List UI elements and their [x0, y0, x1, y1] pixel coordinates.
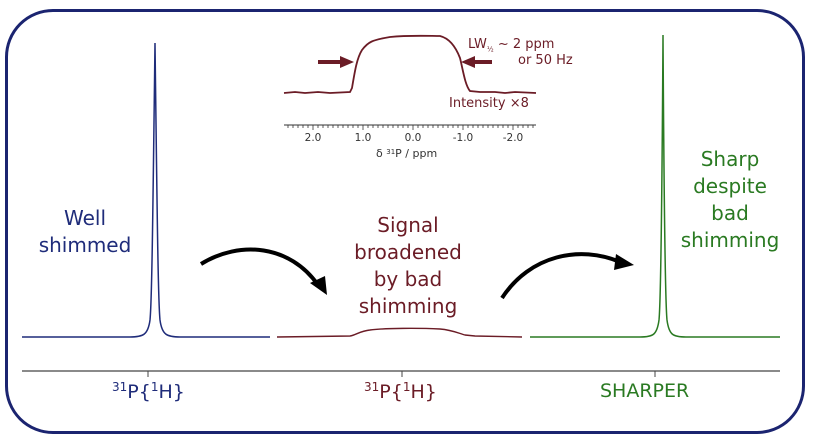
caption-line: Sharp [700, 147, 760, 171]
isotope-sup: 1 [150, 380, 159, 394]
caption-sharper: Sharp despite bad shimming [670, 146, 790, 254]
caption-line: despite [693, 174, 767, 198]
axis-label-left: 31P{1H} [112, 380, 185, 403]
intensity-label: Intensity ×8 [449, 96, 529, 111]
lw-label: LW [468, 37, 487, 52]
curved-arrow-icon [500, 252, 634, 300]
inset-tick-label: -2.0 [502, 132, 524, 144]
linewidth-hz: or 50 Hz [518, 53, 573, 68]
decoupled: H} [158, 381, 185, 403]
nucleus: P{ [379, 381, 403, 403]
inset-tick-label: 0.0 [404, 132, 422, 144]
caption-line: shimming [680, 228, 780, 252]
nucleus: P{ [127, 381, 151, 403]
axis-label-right: SHARPER [600, 380, 690, 402]
spectrum-sharper [530, 34, 780, 338]
unit-text: P / ppm [395, 147, 438, 160]
caption-line: Well [63, 206, 107, 230]
isotope-sup: 1 [402, 380, 411, 394]
caption-well-shimmed: Well shimmed [30, 205, 140, 259]
isotope-sup: 31 [364, 380, 380, 394]
isotope-sup: 31 [386, 148, 396, 156]
inset-tick-label: -1.0 [452, 132, 474, 144]
inset-xlabel: δ 31P / ppm [376, 147, 437, 160]
decoupled: H} [410, 381, 437, 403]
inset-spectrum [283, 34, 537, 130]
spectrum-broadened [276, 327, 523, 338]
caption-broadened: Signal broadened by bad shimming [338, 212, 478, 320]
caption-line: by bad [373, 267, 443, 291]
caption-line: shimmed [38, 233, 132, 257]
inset-tick-label: 1.0 [354, 132, 372, 144]
lw-subscript: ½ [486, 45, 494, 54]
curved-arrow-icon [199, 247, 327, 295]
delta-symbol: δ [376, 147, 387, 160]
caption-line: Signal [377, 213, 439, 237]
linewidth-annotation: LW½ ~ 2 ppm [468, 36, 554, 59]
caption-line: broadened [354, 240, 462, 264]
isotope-sup: 31 [112, 380, 128, 394]
caption-line: bad [711, 201, 749, 225]
caption-line: shimming [358, 294, 458, 318]
lw-value: ~ 2 ppm [493, 37, 555, 52]
axis-label-middle: 31P{1H} [364, 380, 437, 403]
inset-tick-label: 2.0 [304, 132, 322, 144]
spectrum-well-shimmed [22, 42, 270, 338]
rounded-frame [5, 9, 805, 434]
